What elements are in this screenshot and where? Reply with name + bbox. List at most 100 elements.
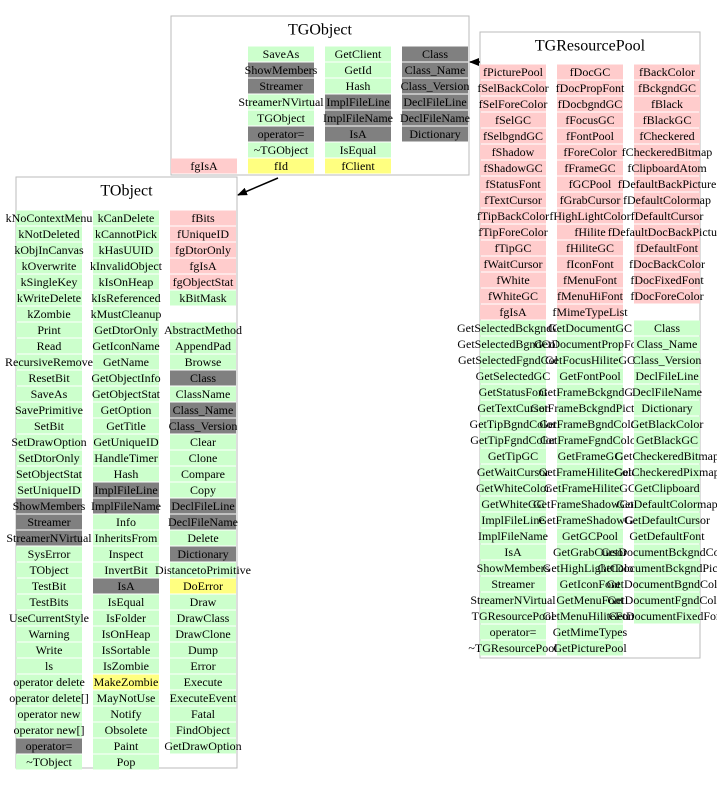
member-name: GetDocumentBckgndPicture: [598, 561, 717, 575]
member-name: GetWhiteGC: [481, 497, 544, 511]
member-cell: [557, 640, 623, 656]
member-cell: [93, 306, 159, 322]
member-name: GetTipGC: [488, 449, 538, 463]
member-name: fClipboardAtom: [627, 161, 707, 175]
member-name: ~TGResourcePool: [468, 641, 558, 655]
member-name: GetDocumentFgndColor: [607, 593, 717, 607]
member-name: StreamerNVirtual: [6, 531, 92, 545]
member-name: kOverwrite: [22, 259, 77, 273]
member-cell: [480, 480, 546, 496]
member-cell: [480, 464, 546, 480]
member-cell: [480, 544, 546, 560]
member-cell: [170, 578, 236, 594]
member-cell: [557, 80, 623, 96]
member-cell: [634, 496, 700, 512]
member-name: Hash: [346, 79, 371, 93]
member-cell: [480, 560, 546, 576]
member-cell: [557, 560, 623, 576]
member-name: SavePrimitive: [15, 403, 83, 417]
member-name: GetBlackColor: [631, 417, 704, 431]
member-name: Dump: [188, 643, 218, 657]
member-cell: [16, 690, 82, 706]
member-cell: [248, 94, 314, 110]
member-name: fFontPool: [566, 129, 615, 143]
member-name: Warning: [28, 627, 69, 641]
member-cell: [170, 562, 236, 578]
member-cell: [170, 610, 236, 626]
member-name: fHiliteGC: [566, 241, 614, 255]
member-name: fgIsA: [189, 259, 217, 273]
member-name: GetStatusFont: [479, 385, 548, 399]
member-cell: [557, 64, 623, 80]
member-name: kMustCleanup: [91, 307, 162, 321]
member-name: Obsolete: [105, 723, 148, 737]
member-name: Class_Name: [405, 63, 466, 77]
member-name: GetTextCursor: [477, 401, 548, 415]
member-cell: [93, 530, 159, 546]
member-cell: [480, 352, 546, 368]
member-cell: [402, 110, 468, 126]
member-name: DeclFileLine: [635, 369, 698, 383]
member-name: ~TGObject: [254, 143, 309, 157]
member-cell: [170, 370, 236, 386]
member-name: FindObject: [176, 723, 231, 737]
member-name: operator=: [258, 127, 305, 141]
member-cell: [325, 94, 391, 110]
member-name: AppendPad: [175, 339, 231, 353]
member-cell: [170, 242, 236, 258]
member-cell: [634, 432, 700, 448]
member-name: kCanDelete: [98, 211, 155, 225]
member-name: ImplFileName: [323, 111, 393, 125]
member-cell: [557, 496, 623, 512]
member-name: Streamer: [27, 515, 70, 529]
member-name: SysError: [28, 547, 71, 561]
member-cell: [634, 336, 700, 352]
member-name: SetDtorOnly: [18, 451, 79, 465]
member-name: IsSortable: [102, 643, 151, 657]
member-name: fDocForeColor: [630, 289, 703, 303]
member-cell: [325, 46, 391, 62]
member-cell: [557, 304, 623, 320]
member-name: fWhite: [496, 273, 529, 287]
member-name: ShowMembers: [245, 63, 318, 77]
member-name: GetTipBgndColor: [470, 417, 557, 431]
member-cell: [93, 242, 159, 258]
member-name: fDefaultDocBackPicture: [608, 225, 717, 239]
member-cell: [557, 224, 623, 240]
member-name: fPicturePool: [483, 65, 544, 79]
member-name: IsA: [349, 127, 367, 141]
member-cell: [480, 384, 546, 400]
member-name: fMimeTypeList: [552, 305, 628, 319]
member-cell: [480, 400, 546, 416]
member-cell: [557, 176, 623, 192]
member-cell: [16, 402, 82, 418]
member-name: Execute: [184, 675, 223, 689]
member-name: fGrabCursor: [560, 193, 621, 207]
member-cell: [248, 110, 314, 126]
member-cell: [480, 432, 546, 448]
member-cell: [16, 626, 82, 642]
member-name: GetId: [344, 63, 371, 77]
member-name: kObjInCanvas: [14, 243, 84, 257]
member-cell: [170, 418, 236, 434]
member-name: fHighLightColor: [549, 209, 630, 223]
member-cell: [170, 322, 236, 338]
member-cell: [170, 466, 236, 482]
member-name: kIsReferenced: [91, 291, 160, 305]
member-name: fDocbgndGC: [558, 97, 623, 111]
member-cell: [93, 466, 159, 482]
member-name: DoError: [183, 579, 223, 593]
member-name: GetDefaultColormap: [616, 497, 717, 511]
member-cell: [170, 626, 236, 642]
member-cell: [557, 96, 623, 112]
member-name: TestBits: [29, 595, 68, 609]
member-name: kIsOnHeap: [99, 275, 154, 289]
member-cell: [480, 176, 546, 192]
member-cell: [402, 78, 468, 94]
member-name: GetFrameHiliteGC: [544, 481, 636, 495]
member-name: Class_Version: [401, 79, 470, 93]
member-cell: [16, 466, 82, 482]
member-cell: [557, 544, 623, 560]
member-name: fTipGC: [495, 241, 532, 255]
member-name: Class_Version: [169, 419, 238, 433]
